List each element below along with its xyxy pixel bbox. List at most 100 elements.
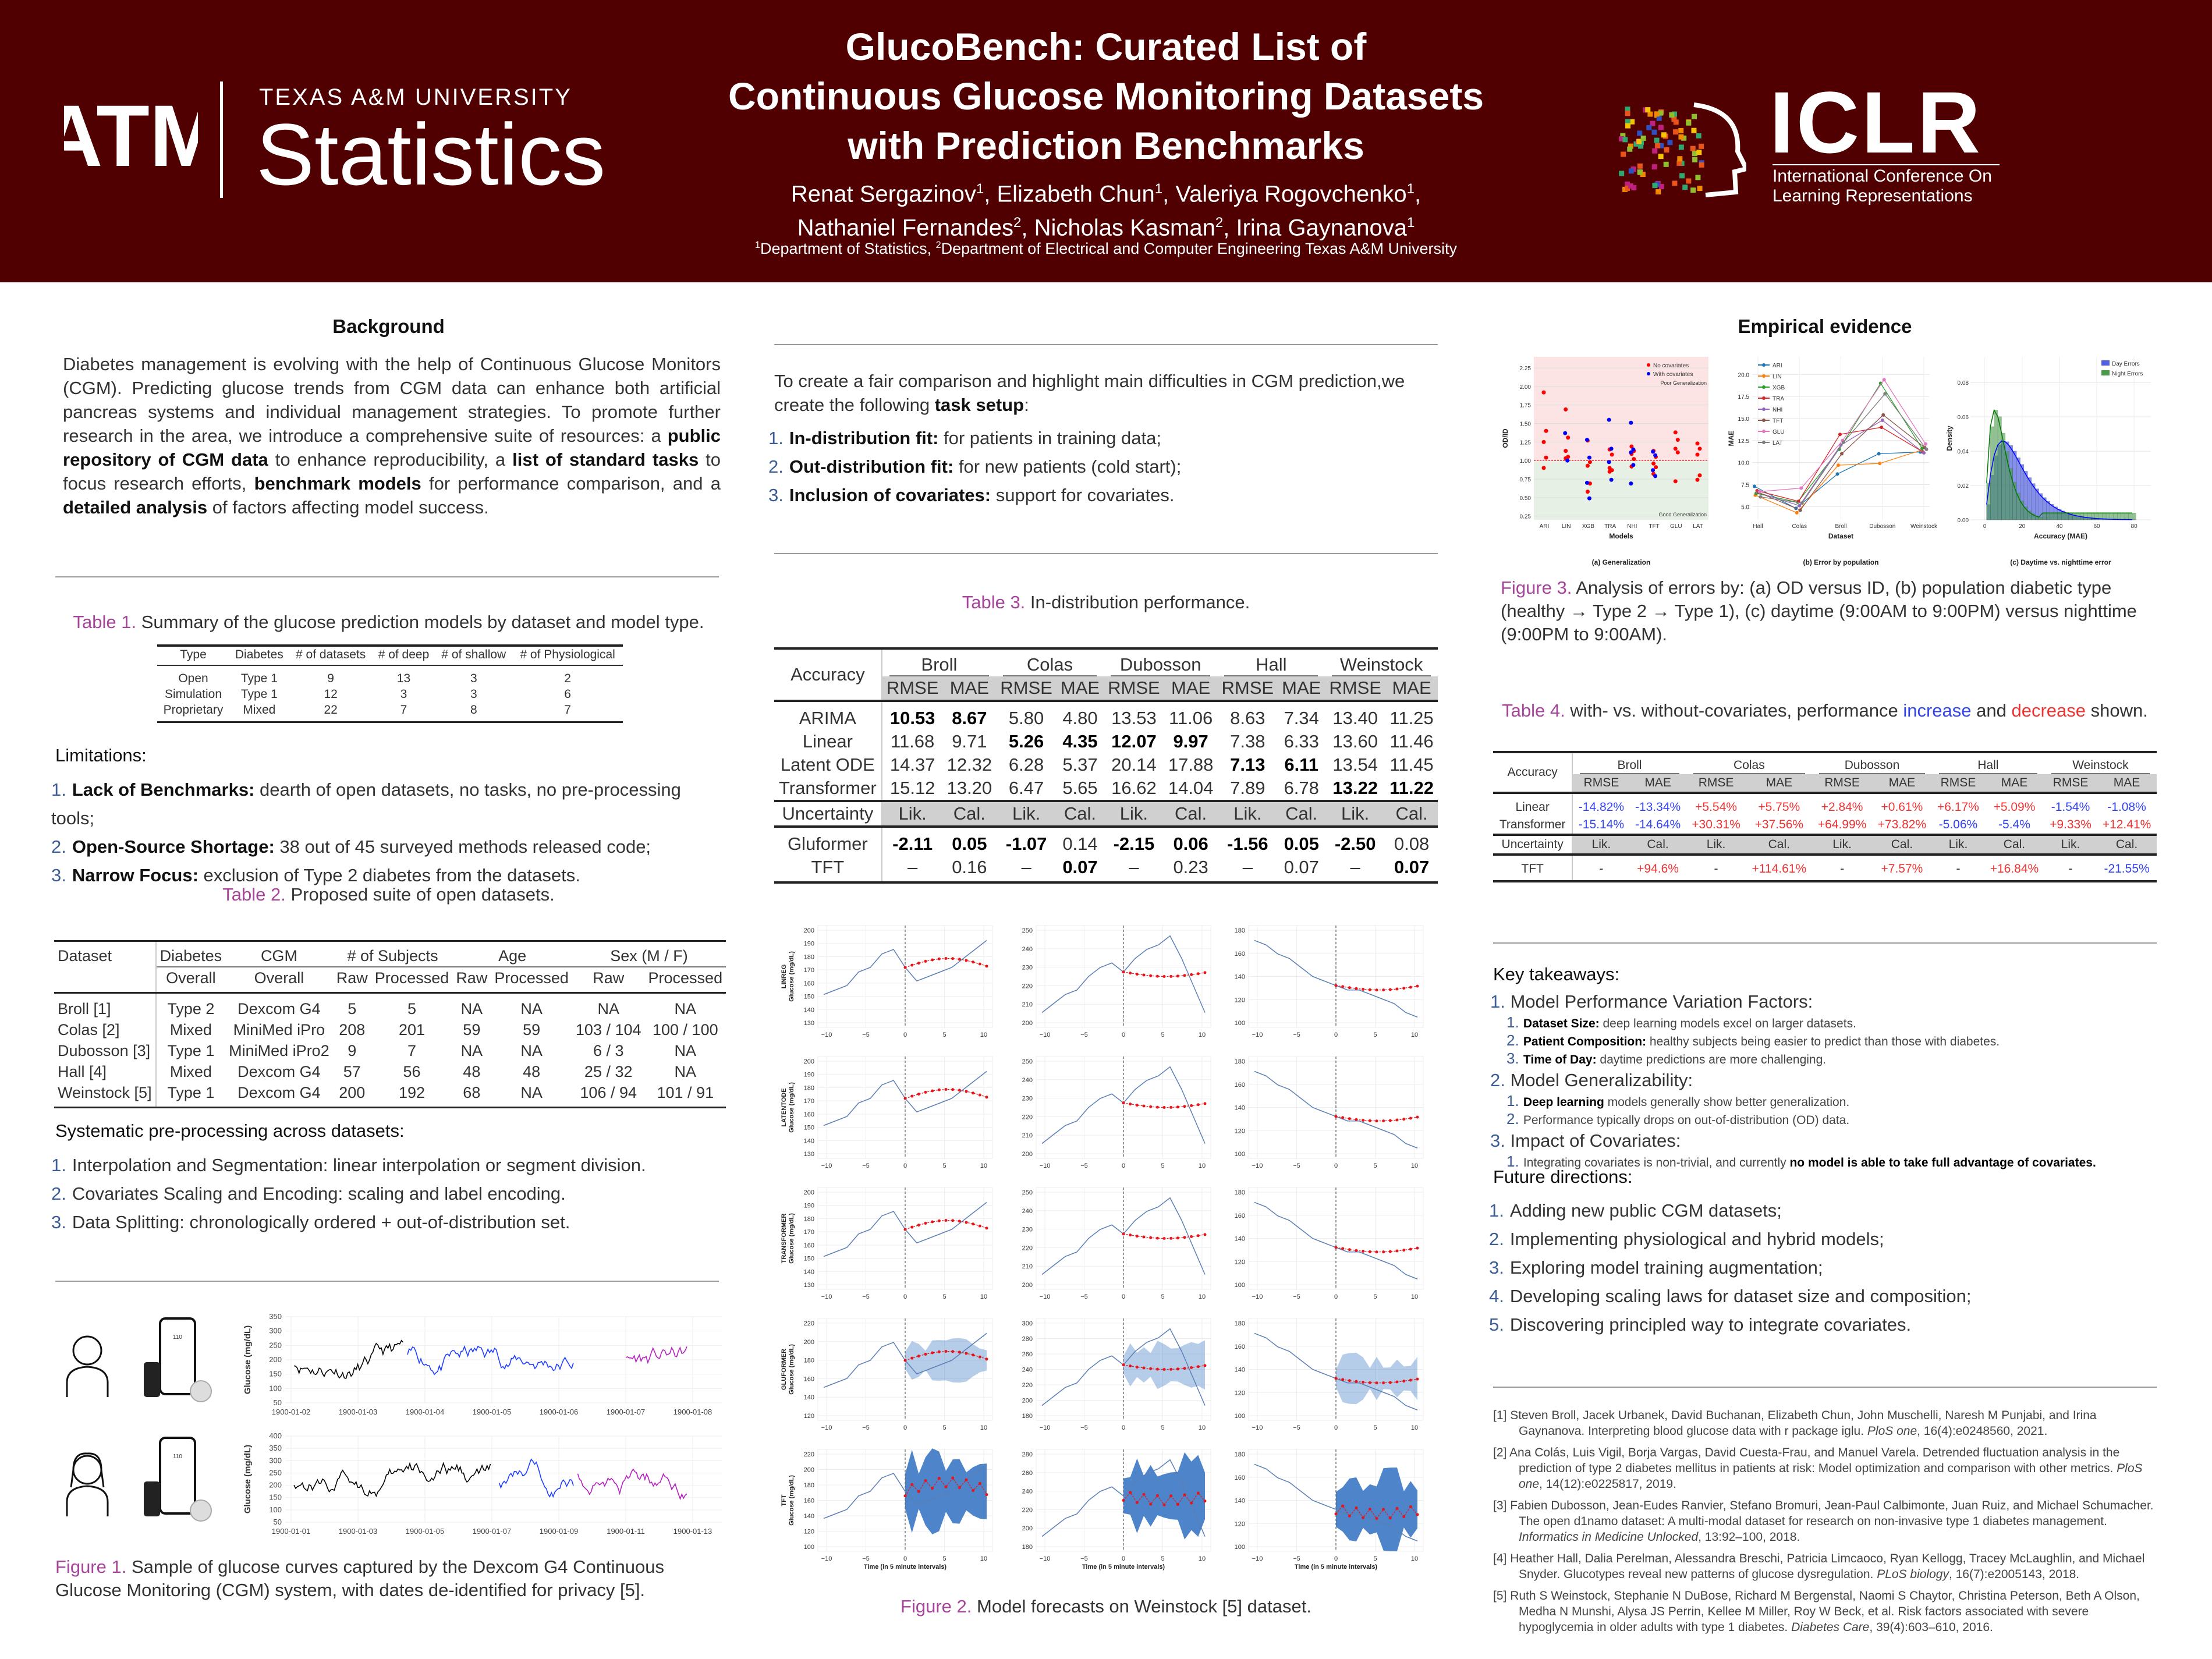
y-tick-label: 1.75 — [1520, 403, 1532, 409]
affiliation-text: Department of Electrical and Computer En… — [941, 240, 1458, 257]
table-row: ARIMA 10.53 8.67 5.80 4.80 13.53 11.06 8.63 7.34… — [774, 701, 1438, 730]
table-cell: Colas [2] — [54, 1019, 157, 1040]
list-number: 1. — [1506, 1092, 1523, 1109]
table-cell: 7.13 — [1230, 754, 1265, 775]
table-cell: 7.38 — [1230, 731, 1265, 751]
logo-pixel — [1625, 185, 1630, 191]
with-covariates-point — [1651, 449, 1656, 454]
metric-header: Lik. — [2044, 834, 2097, 856]
table-cell: +5.54% — [1695, 800, 1737, 814]
forecast-point — [1368, 1381, 1371, 1384]
table-cell: 48 — [523, 1063, 541, 1080]
logo-pixel — [1625, 107, 1630, 112]
x-tick-label: 10 — [1411, 1293, 1418, 1300]
dataset-header: Weinstock — [2044, 751, 2157, 774]
x-tick-label: 1900-01-09 — [540, 1527, 579, 1536]
y-tick-label: 280 — [1022, 1336, 1033, 1343]
logo-pixel — [1678, 134, 1684, 140]
y-tick-label: 140 — [1235, 1236, 1245, 1243]
author-name: Nicholas Kasman — [1034, 215, 1215, 241]
x-tick-label: −5 — [862, 1031, 870, 1038]
x-tick-label: 10 — [980, 1162, 987, 1169]
logo-pixel — [1624, 181, 1630, 187]
column-header: # of datasets — [289, 644, 373, 666]
x-tick-label: Colas — [1792, 523, 1807, 530]
reference-details: , 13:92–100, 2018. — [1698, 1530, 1800, 1544]
affiliation-mark: 2 — [935, 240, 941, 250]
table-cell: 6.11 — [1284, 754, 1319, 775]
forecast-point — [1176, 1367, 1179, 1371]
table-cell: +12.41% — [2102, 818, 2151, 831]
logo-pixel — [1682, 185, 1688, 190]
caption-label: Figure 2. — [901, 1596, 972, 1617]
accuracy-label: Accuracy — [774, 647, 882, 702]
table-cell: 11.22 — [1389, 778, 1434, 798]
table-cell: NA — [520, 1000, 543, 1018]
x-tick-label: −5 — [1080, 1555, 1088, 1562]
x-tick-label: −10 — [1252, 1031, 1263, 1038]
y-tick-label: 200 — [269, 1355, 282, 1364]
y-tick-label: 12.5 — [1738, 438, 1750, 445]
subheader-row: Overall Overall Raw Processed Raw Processed Ra… — [54, 967, 726, 994]
device-reading: 110 — [173, 1334, 182, 1341]
x-tick-label: −10 — [821, 1293, 832, 1300]
caption-text: Summary of the glucose prediction models… — [136, 612, 704, 632]
dataset-header: Colas — [996, 647, 1104, 676]
list-number: 1. — [768, 428, 784, 448]
y-tick-label: 130 — [804, 1020, 814, 1027]
x-tick-label: 5 — [942, 1031, 946, 1038]
figure1-caption: Figure 1. Sample of glucose curves captu… — [55, 1555, 722, 1602]
list-item: 3. Inclusion of covariates: support for c… — [768, 481, 1438, 509]
series-line-lin — [1755, 449, 1922, 513]
table4-covariates: Accuracy Broll Colas Dubosson Hall Weinstock R… — [1493, 751, 2157, 882]
forecast-point — [931, 1089, 934, 1093]
forecast-line — [1123, 972, 1206, 977]
x-tick-label: −10 — [1040, 1162, 1051, 1169]
y-tick-label: 0.00 — [1958, 517, 1969, 524]
forecast-point — [1196, 1234, 1200, 1238]
table-cell: 12.32 — [947, 754, 992, 775]
logo-pixel — [1677, 156, 1683, 162]
y-tick-label: 240 — [1022, 1488, 1033, 1495]
x-tick-label: −5 — [1293, 1162, 1300, 1169]
table-cell: Dexcom G4 — [237, 1000, 321, 1018]
table-cell: 192 — [371, 1082, 453, 1108]
list-item: 2. Covariates Scaling and Encoding: scali… — [51, 1179, 726, 1208]
table3-caption: Table 3. In-distribution performance. — [774, 591, 1438, 614]
list-number: 2. — [1506, 1031, 1523, 1049]
logo-pixel — [1663, 161, 1669, 167]
iclr-logo-text: ICLR — [1770, 73, 1983, 171]
panel-c-day-night-error: 0.08 0.06 0.04 0.02 0.00 0 20 40 60 80 Day Errors N… — [1945, 357, 2151, 566]
y-tick-label: 250 — [1022, 1058, 1033, 1065]
x-tick-label: LIN — [1562, 523, 1571, 530]
no-covariates-point — [1673, 430, 1678, 435]
metric-header: RMSE — [881, 676, 943, 702]
reference-item: [3] Fabien Dubosson, Jean-Eudes Ranvier,… — [1493, 1498, 2157, 1545]
forecast-point — [1196, 1103, 1200, 1107]
forecast-point — [972, 1091, 975, 1095]
item-text: exclusion of Type 2 diabetes from the da… — [198, 865, 580, 885]
dataset-header: Dubosson — [1812, 751, 1932, 774]
x-tick-label: −10 — [821, 1555, 832, 1562]
dataset-header: Dubosson — [1103, 647, 1218, 676]
takeaway-subitem: 1. Deep learning models generally show b… — [1490, 1093, 2160, 1111]
forecast-point — [1155, 1236, 1159, 1240]
future-heading: Future directions: — [1493, 1167, 1633, 1187]
forecast-panel: 180 160 140 120 100 −10 −5 0 5 10 — [1235, 1318, 1424, 1431]
table-cell: 13.54 — [1332, 754, 1378, 775]
uncertainty-band — [905, 1448, 987, 1534]
table-cell: 11.45 — [1389, 754, 1434, 775]
list-number: 1. — [1506, 1013, 1523, 1031]
sub-header: Processed — [371, 967, 453, 994]
logo-pixel — [1658, 110, 1664, 116]
x-tick-label: 0 — [903, 1031, 907, 1038]
dataset-header: Broll — [1572, 751, 1686, 774]
logo-pixel — [1637, 163, 1643, 169]
model-name: Linear — [774, 730, 882, 753]
subitem-text: models generally show better generalizat… — [1604, 1096, 1850, 1109]
metric-header: Cal. — [1164, 800, 1218, 828]
table-cell: -5.06% — [1938, 818, 1978, 831]
x-tick-label: 5 — [942, 1555, 946, 1562]
table-cell: Dexcom G4 — [237, 1063, 321, 1080]
x-tick-label: −5 — [862, 1555, 870, 1562]
